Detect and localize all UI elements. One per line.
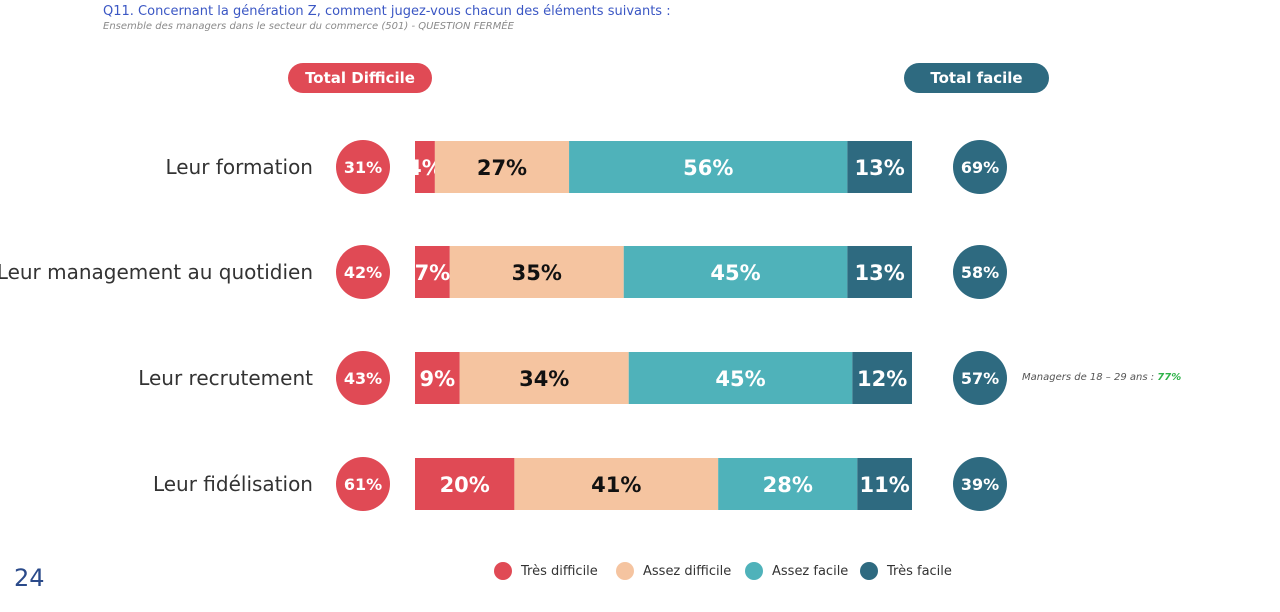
total-difficile-value: 61% xyxy=(344,475,382,494)
legend-label-assez-difficile: Assez difficile xyxy=(643,563,732,579)
total-difficile-circle xyxy=(336,457,390,511)
total-facile-value: 39% xyxy=(961,475,999,494)
bar-label-assez-difficile: 34% xyxy=(519,367,569,391)
bar-label-tres-difficile: 9% xyxy=(420,367,456,391)
bar-label-assez-difficile: 41% xyxy=(591,473,641,497)
question-subtitle: Ensemble des managers dans le secteur du… xyxy=(103,21,514,32)
bar-label-assez-facile: 28% xyxy=(763,473,813,497)
bar-label-assez-facile: 45% xyxy=(710,261,760,285)
bar-segment-assez-facile xyxy=(718,458,858,510)
total-facile-circle xyxy=(953,457,1007,511)
total-difficile-value: 43% xyxy=(344,369,382,388)
bar-segment-assez-difficile xyxy=(459,352,629,404)
bar-segment-assez-facile xyxy=(628,352,853,404)
legend-swatch-tres-facile xyxy=(860,562,878,580)
bar-segment-assez-difficile xyxy=(449,246,624,298)
total-facile-pill: Total facile xyxy=(904,63,1049,93)
bar-label-assez-facile: 56% xyxy=(683,156,733,180)
bar-segment-tres-difficile xyxy=(415,352,460,404)
bar-segment-tres-difficile xyxy=(415,246,450,298)
legend-swatch-tres-difficile xyxy=(494,562,512,580)
bar-segment-tres-difficile xyxy=(415,141,435,193)
bar-label-assez-difficile: 35% xyxy=(512,261,562,285)
total-difficile-circle xyxy=(336,245,390,299)
bar-segment-assez-facile xyxy=(569,141,848,193)
bar-label-tres-facile: 11% xyxy=(860,473,910,497)
total-facile-value: 58% xyxy=(961,263,999,282)
bar-segment-tres-facile xyxy=(847,246,912,298)
legend-label-tres-difficile: Très difficile xyxy=(521,563,598,579)
question-title: Q11. Concernant la génération Z, comment… xyxy=(103,4,671,19)
legend-assez-difficile: Assez difficile xyxy=(616,561,731,581)
legend-tres-facile: Très facile xyxy=(860,561,952,581)
bar-label-tres-facile: 12% xyxy=(857,367,907,391)
bar-segment-tres-facile xyxy=(847,141,912,193)
total-facile-value: 57% xyxy=(961,369,999,388)
legend-label-tres-facile: Très facile xyxy=(887,563,952,579)
managers-note-value: 77% xyxy=(1157,372,1182,383)
managers-note-label: Managers de 18 – 29 ans : xyxy=(1022,372,1158,383)
bar-label-tres-facile: 13% xyxy=(855,261,905,285)
total-facile-circle xyxy=(953,140,1007,194)
bar-label-tres-difficile: 20% xyxy=(440,473,490,497)
bar-segment-assez-difficile xyxy=(514,458,719,510)
total-difficile-value: 31% xyxy=(344,158,382,177)
total-facile-circle xyxy=(953,351,1007,405)
category-label: Leur fidélisation xyxy=(153,472,313,496)
bar-label-tres-facile: 13% xyxy=(855,156,905,180)
bar-label-assez-facile: 45% xyxy=(715,367,765,391)
bar-segment-assez-facile xyxy=(623,246,848,298)
category-label: Leur formation xyxy=(165,155,313,179)
category-label: Leur recrutement xyxy=(138,366,313,390)
total-difficile-circle xyxy=(336,140,390,194)
total-difficile-circle xyxy=(336,351,390,405)
total-facile-value: 69% xyxy=(961,158,999,177)
category-label: Leur management au quotidien xyxy=(0,260,313,284)
total-facile-circle xyxy=(953,245,1007,299)
legend-assez-facile: Assez facile xyxy=(745,561,848,581)
total-difficile-value: 42% xyxy=(344,263,382,282)
total-difficile-pill: Total Difficile xyxy=(288,63,432,93)
bar-segment-assez-difficile xyxy=(434,141,570,193)
page-number: 24 xyxy=(14,564,45,592)
bar-segment-tres-difficile xyxy=(415,458,515,510)
bar-label-assez-difficile: 27% xyxy=(477,156,527,180)
bar-label-tres-difficile: 7% xyxy=(415,261,451,285)
bar-segment-tres-facile xyxy=(857,458,912,510)
managers-note: Managers de 18 – 29 ans : 77% xyxy=(1022,372,1181,383)
legend-swatch-assez-difficile xyxy=(616,562,634,580)
legend-label-assez-facile: Assez facile xyxy=(772,563,849,579)
bar-segment-tres-facile xyxy=(852,352,912,404)
legend-swatch-assez-facile xyxy=(745,562,763,580)
legend-tres-difficile: Très difficile xyxy=(494,561,598,581)
